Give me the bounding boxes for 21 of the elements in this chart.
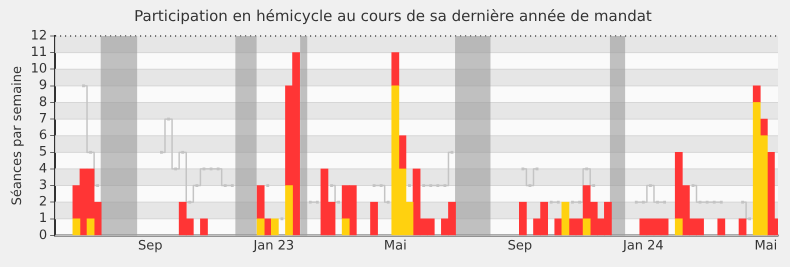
x-tick-label: Sep — [508, 238, 532, 254]
x-tick-label: Sep — [138, 238, 163, 254]
chart-title: Participation en hémicycle au cours de sa dernière année de mandat — [134, 6, 652, 25]
y-tick-label: 7 — [38, 111, 48, 126]
y-tick-label: 0 — [38, 228, 48, 243]
y-tick-label: 5 — [38, 144, 48, 160]
x-tick-label: Jan 23 — [252, 238, 294, 254]
y-tick-label: 6 — [38, 128, 48, 144]
x-tick-label: Mai — [384, 238, 407, 254]
y-tick-label: 9 — [38, 78, 48, 94]
y-tick-label: 1 — [38, 211, 48, 226]
x-tick-label: Mai — [754, 238, 778, 254]
y-tick-label: 10 — [30, 62, 48, 77]
y-tick-label: 12 — [30, 28, 48, 44]
y-tick-label: 8 — [38, 94, 48, 110]
x-tick-label: Jan 24 — [622, 238, 664, 254]
y-tick-label: 3 — [38, 178, 48, 193]
y-tick-label: 4 — [38, 161, 48, 176]
y-tick-label: 2 — [38, 194, 48, 210]
y-tick-label: 11 — [30, 44, 48, 60]
y-axis-title: Séances par semaine — [10, 66, 26, 206]
